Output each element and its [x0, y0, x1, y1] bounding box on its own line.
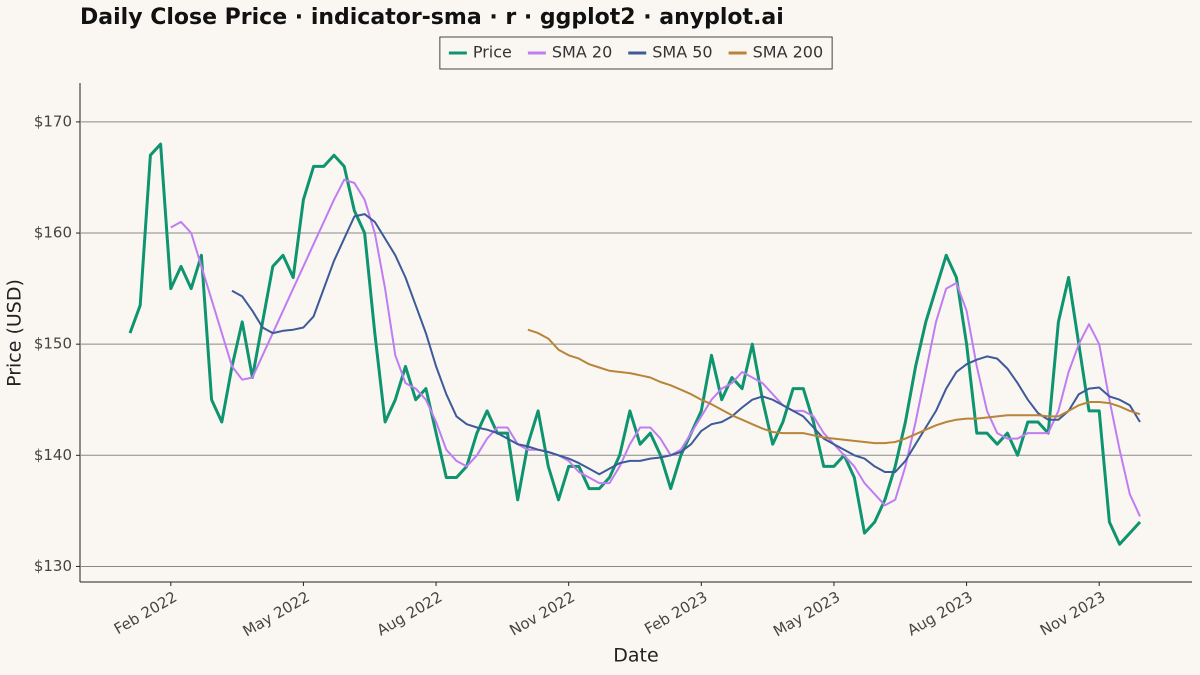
x-tick-label: Aug 2022: [374, 588, 446, 640]
x-axis-title: Date: [613, 645, 658, 667]
legend-label: SMA 200: [753, 43, 824, 62]
x-tick-label: Aug 2023: [904, 588, 976, 640]
y-tick-label: $140: [34, 446, 72, 464]
x-tick-label: May 2023: [770, 588, 843, 641]
legend-label: SMA 50: [652, 43, 712, 62]
y-tick-label: $160: [34, 224, 72, 242]
x-tick-label: Feb 2022: [111, 588, 180, 638]
series-line: [128, 142, 1142, 546]
y-tick-label: $150: [34, 335, 72, 353]
legend-label: Price: [473, 43, 512, 62]
x-tick-label: Nov 2023: [1037, 588, 1109, 640]
series-line: [231, 213, 1141, 476]
series-line: [170, 178, 1141, 517]
chart-title: Daily Close Price · indicator-sma · r · …: [80, 5, 784, 30]
y-tick-label: $170: [34, 112, 72, 130]
y-tick-label: $130: [34, 557, 72, 575]
y-axis-title: Price (USD): [4, 279, 26, 387]
x-tick-label: Feb 2023: [641, 588, 710, 638]
x-tick-label: Nov 2022: [506, 588, 578, 640]
series-line: [527, 328, 1141, 445]
legend-label: SMA 20: [552, 43, 612, 62]
x-tick-label: May 2022: [240, 588, 313, 641]
legend: Price SMA 20 SMA 50 SMA 200: [439, 36, 833, 70]
